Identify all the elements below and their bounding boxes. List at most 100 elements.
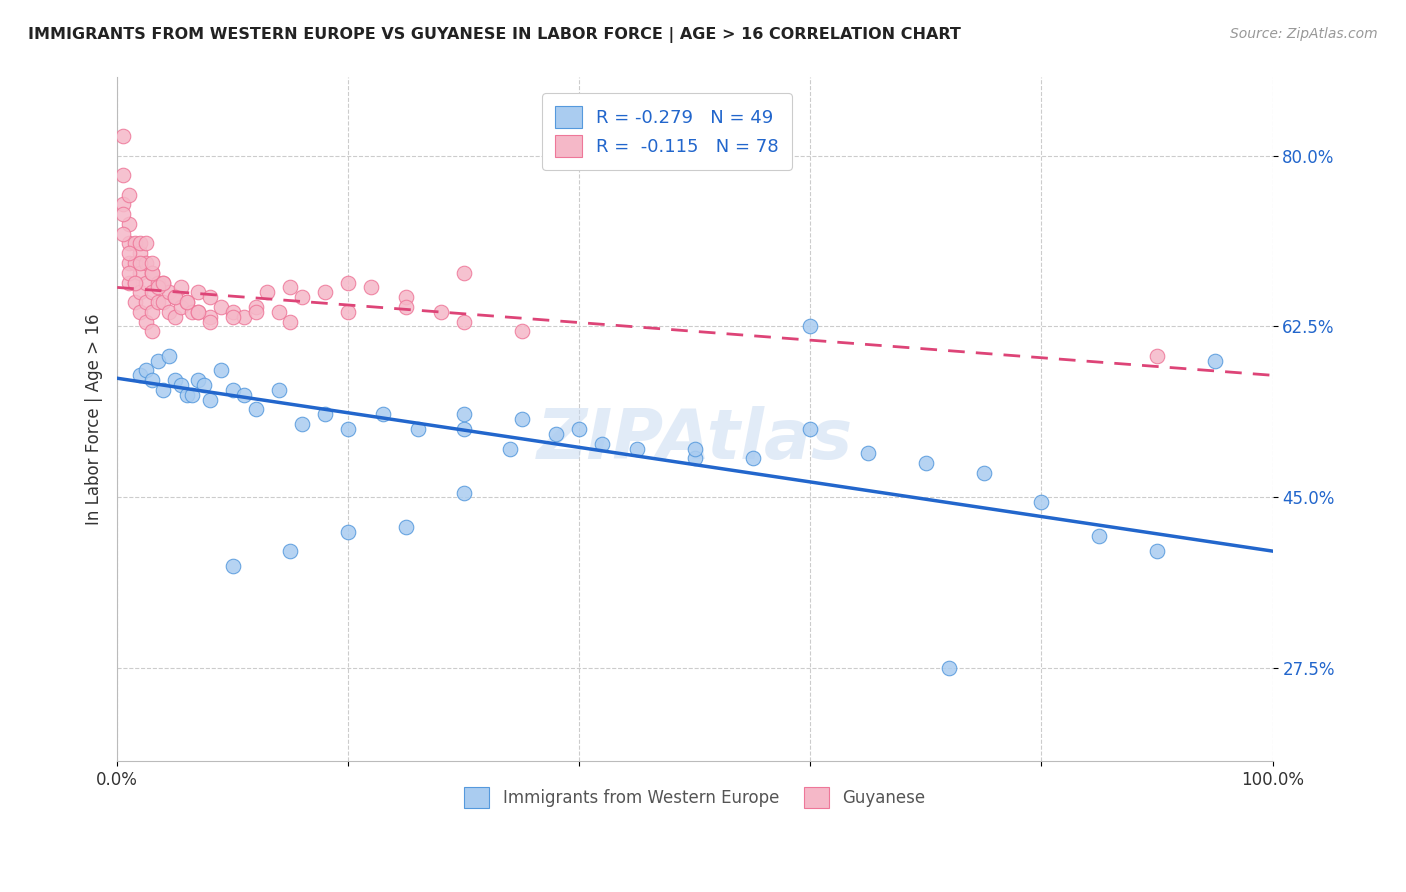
Point <box>799 319 821 334</box>
Point <box>222 383 245 397</box>
Point <box>337 305 360 319</box>
Point <box>129 236 152 251</box>
Point <box>187 285 209 300</box>
Point <box>141 373 163 387</box>
Point <box>157 285 180 300</box>
Point <box>973 466 995 480</box>
Point <box>135 315 157 329</box>
Text: ZIPAtlas: ZIPAtlas <box>537 406 853 474</box>
Point <box>453 408 475 422</box>
Point <box>181 305 204 319</box>
Point <box>222 305 245 319</box>
Point <box>124 276 146 290</box>
Point <box>741 451 763 466</box>
Y-axis label: In Labor Force | Age > 16: In Labor Force | Age > 16 <box>86 313 103 525</box>
Point <box>146 276 169 290</box>
Point <box>118 256 141 270</box>
Point <box>683 451 706 466</box>
Point <box>314 408 336 422</box>
Point <box>1088 529 1111 543</box>
Point <box>546 426 568 441</box>
Point <box>163 290 186 304</box>
Point <box>176 388 198 402</box>
Legend: Immigrants from Western Europe, Guyanese: Immigrants from Western Europe, Guyanese <box>457 780 932 814</box>
Point <box>395 519 418 533</box>
Point <box>146 353 169 368</box>
Text: IMMIGRANTS FROM WESTERN EUROPE VS GUYANESE IN LABOR FORCE | AGE > 16 CORRELATION: IMMIGRANTS FROM WESTERN EUROPE VS GUYANE… <box>28 27 960 43</box>
Point <box>118 187 141 202</box>
Point <box>568 422 591 436</box>
Point <box>176 295 198 310</box>
Point <box>453 266 475 280</box>
Point <box>141 305 163 319</box>
Point <box>141 266 163 280</box>
Point <box>181 388 204 402</box>
Point <box>141 324 163 338</box>
Point <box>129 266 152 280</box>
Point <box>163 373 186 387</box>
Point <box>683 442 706 456</box>
Point <box>222 310 245 324</box>
Point <box>157 305 180 319</box>
Point <box>111 227 134 241</box>
Point <box>193 378 215 392</box>
Point <box>170 378 193 392</box>
Point <box>118 246 141 260</box>
Point <box>915 456 938 470</box>
Point <box>146 280 169 294</box>
Point <box>152 276 174 290</box>
Point <box>591 436 613 450</box>
Point <box>314 285 336 300</box>
Point <box>111 168 134 182</box>
Point <box>280 315 302 329</box>
Point <box>360 280 382 294</box>
Point <box>118 236 141 251</box>
Point <box>453 315 475 329</box>
Point <box>267 383 290 397</box>
Point <box>453 422 475 436</box>
Point <box>129 305 152 319</box>
Point <box>146 295 169 310</box>
Point <box>111 197 134 211</box>
Point <box>124 295 146 310</box>
Point <box>429 305 451 319</box>
Point <box>157 349 180 363</box>
Point <box>141 266 163 280</box>
Point <box>129 246 152 260</box>
Point <box>118 266 141 280</box>
Point <box>129 256 152 270</box>
Point <box>337 276 360 290</box>
Point <box>291 290 314 304</box>
Point <box>245 300 267 314</box>
Point <box>1031 495 1053 509</box>
Point <box>337 422 360 436</box>
Point <box>1146 349 1168 363</box>
Point <box>198 290 221 304</box>
Point <box>233 310 256 324</box>
Point <box>256 285 278 300</box>
Point <box>111 129 134 144</box>
Point <box>187 373 209 387</box>
Point <box>152 276 174 290</box>
Point <box>118 276 141 290</box>
Point <box>135 363 157 377</box>
Point <box>395 300 418 314</box>
Point <box>337 524 360 539</box>
Text: Source: ZipAtlas.com: Source: ZipAtlas.com <box>1230 27 1378 41</box>
Point <box>406 422 429 436</box>
Point <box>187 305 209 319</box>
Point <box>938 661 960 675</box>
Point <box>1146 544 1168 558</box>
Point <box>124 256 146 270</box>
Point <box>453 485 475 500</box>
Point <box>124 276 146 290</box>
Point <box>124 236 146 251</box>
Point <box>135 236 157 251</box>
Point <box>198 310 221 324</box>
Point <box>209 300 232 314</box>
Point <box>198 315 221 329</box>
Point <box>395 290 418 304</box>
Point <box>198 392 221 407</box>
Point <box>118 217 141 231</box>
Point <box>187 305 209 319</box>
